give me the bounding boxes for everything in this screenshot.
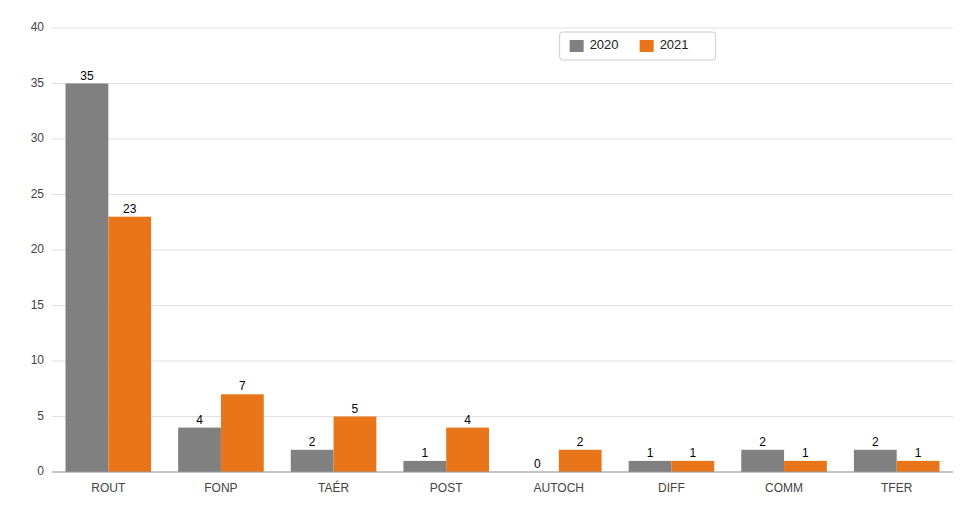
bar xyxy=(559,450,602,472)
bar xyxy=(108,217,151,472)
grid-line xyxy=(52,361,953,362)
legend-label: 2020 xyxy=(590,37,619,52)
legend: 2020 2021 xyxy=(560,32,716,60)
bar xyxy=(221,394,264,472)
data-label: 1 xyxy=(802,446,809,460)
x-tick-label: DIFF xyxy=(658,481,685,495)
bar xyxy=(291,450,334,472)
x-tick-label: FONP xyxy=(204,481,237,495)
x-tick-label: TFER xyxy=(881,481,913,495)
bar xyxy=(854,450,897,472)
legend-swatch xyxy=(640,40,654,52)
data-label: 1 xyxy=(421,446,428,460)
y-tick-label: 25 xyxy=(31,187,45,201)
grid xyxy=(52,28,953,472)
y-tick-label: 10 xyxy=(31,353,45,367)
grid-line xyxy=(52,28,953,29)
legend-swatch xyxy=(570,40,584,52)
x-tick-label: COMM xyxy=(765,481,803,495)
grid-line xyxy=(52,416,953,417)
data-labels: 35 4 2 1 0 1 2 2 23 7 5 4 2 1 1 1 xyxy=(80,69,922,472)
data-label: 1 xyxy=(915,446,922,460)
data-label: 4 xyxy=(196,413,203,427)
data-label: 4 xyxy=(464,413,471,427)
bar xyxy=(446,428,489,472)
data-label: 0 xyxy=(534,457,541,471)
y-tick-label: 5 xyxy=(37,409,44,423)
grid-line xyxy=(52,305,953,306)
chart: 0510152025303540354210122237542111ROUTFO… xyxy=(0,0,973,518)
grid-line xyxy=(52,472,953,473)
y-tick-label: 30 xyxy=(31,131,45,145)
legend-box xyxy=(560,32,716,60)
y-tick-label: 0 xyxy=(37,464,44,478)
grid-line xyxy=(52,194,953,195)
bar xyxy=(741,450,784,472)
x-tick-label: TAÉR xyxy=(318,480,349,495)
data-label: 1 xyxy=(689,446,696,460)
data-label: 35 xyxy=(80,69,94,83)
grid-line xyxy=(52,139,953,140)
y-tick-label: 35 xyxy=(31,76,45,90)
data-label: 2 xyxy=(872,435,879,449)
bar xyxy=(334,417,377,473)
grid-line xyxy=(52,250,953,251)
bar xyxy=(671,461,714,472)
x-axis-line xyxy=(52,472,953,473)
data-label: 2 xyxy=(309,435,316,449)
bar xyxy=(403,461,446,472)
bar xyxy=(66,84,109,473)
y-tick-label: 20 xyxy=(31,242,45,256)
data-label: 2 xyxy=(577,435,584,449)
x-tick-label: AUTOCH xyxy=(534,481,584,495)
y-tick-label: 15 xyxy=(31,298,45,312)
x-tick-label: ROUT xyxy=(91,481,126,495)
bar xyxy=(897,461,940,472)
data-label: 2 xyxy=(759,435,766,449)
data-label: 23 xyxy=(123,202,137,216)
legend-label: 2021 xyxy=(660,37,689,52)
bar xyxy=(629,461,672,472)
data-label: 5 xyxy=(352,402,359,416)
bar xyxy=(784,461,827,472)
bar xyxy=(178,428,221,472)
bars xyxy=(66,84,940,473)
grid-line xyxy=(52,83,953,84)
y-tick-label: 40 xyxy=(31,20,45,34)
data-label: 7 xyxy=(239,379,246,393)
x-tick-label: POST xyxy=(430,481,463,495)
data-label: 1 xyxy=(647,446,654,460)
